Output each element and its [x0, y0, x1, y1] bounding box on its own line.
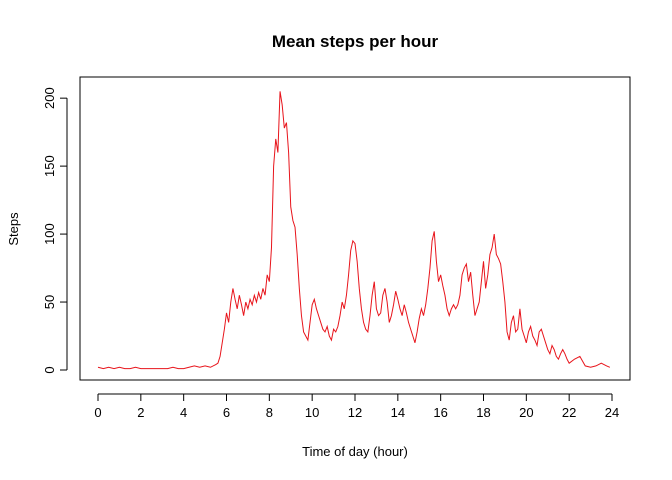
- y-axis: 0 50 100 150 200: [42, 87, 68, 374]
- chart-title: Mean steps per hour: [272, 32, 439, 51]
- y-tick-label: 150: [42, 155, 57, 177]
- x-tick-label: 12: [348, 405, 362, 420]
- x-tick-label: 4: [180, 405, 187, 420]
- x-tick-label: 14: [391, 405, 405, 420]
- series-line: [97, 91, 611, 370]
- x-tick-label: 8: [266, 405, 273, 420]
- y-axis-label: Steps: [6, 212, 21, 246]
- x-tick-label: 24: [605, 405, 619, 420]
- y-tick-label: 50: [42, 295, 57, 309]
- x-tick-label: 2: [137, 405, 144, 420]
- x-tick-label: 10: [305, 405, 319, 420]
- plot-frame: [79, 76, 631, 381]
- x-tick-label: 18: [476, 405, 490, 420]
- y-tick-label: 200: [42, 87, 57, 109]
- x-tick-label: 0: [94, 405, 101, 420]
- x-tick-label: 22: [562, 405, 576, 420]
- x-axis-label: Time of day (hour): [302, 444, 408, 459]
- x-axis: 0 2 4 6 8 10 12 14 16 18 20 22 24: [94, 393, 619, 420]
- x-tick-label: 6: [223, 405, 230, 420]
- y-tick-label: 0: [42, 366, 57, 373]
- x-tick-label: 20: [519, 405, 533, 420]
- x-tick-label: 16: [433, 405, 447, 420]
- y-tick-label: 100: [42, 223, 57, 245]
